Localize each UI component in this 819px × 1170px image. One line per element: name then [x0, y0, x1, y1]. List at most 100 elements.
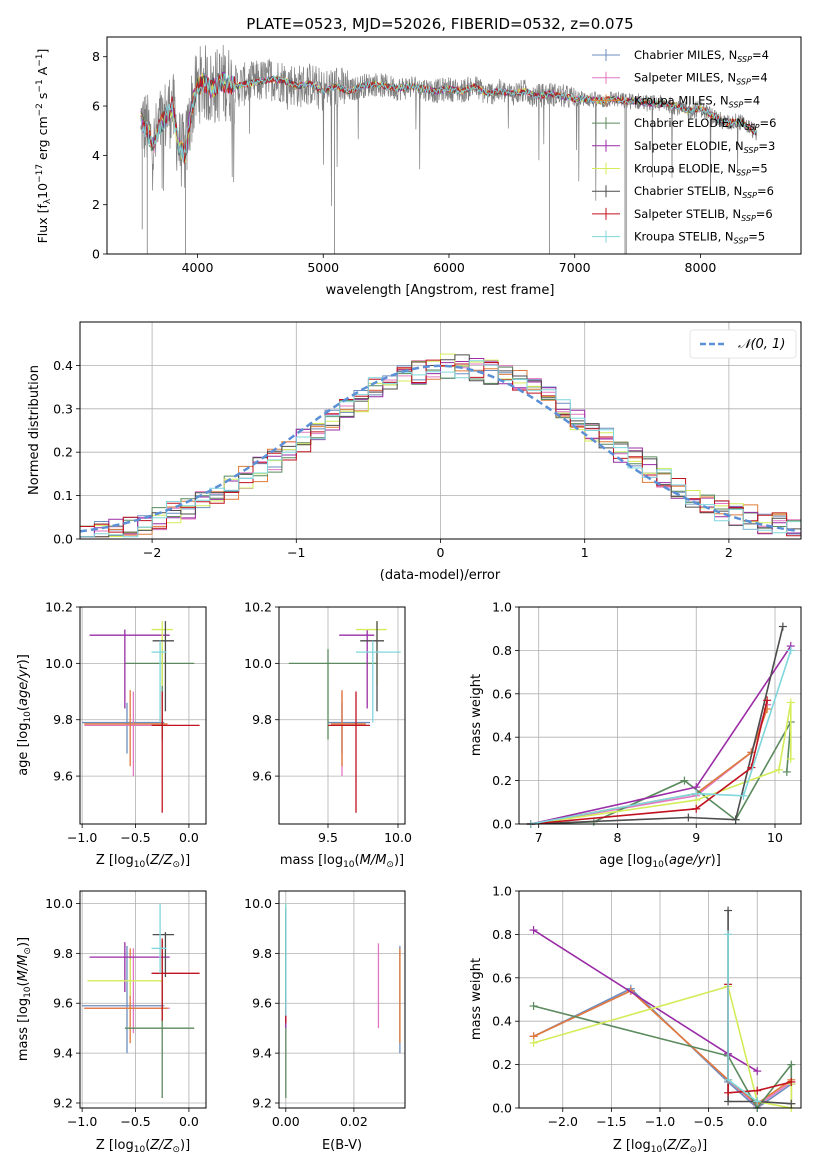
- weight-vs-age-xtick-label: 10: [767, 830, 783, 845]
- mass-vs-extinction-frame: [278, 890, 406, 1109]
- spectrum-xlabel: wavelength [Angstrom, rest frame]: [326, 283, 555, 298]
- age-vs-mass-panel: 9.5 10.0 9.6 9.8 10.0 10.2 mass [log10(M/M⊙)]: [244, 600, 412, 871]
- spectrum-xtick-label: 7000: [559, 260, 591, 275]
- age-vs-mass-xtick-label: 10.0: [384, 830, 412, 845]
- age-vs-mass-ytick-label: 10.0: [244, 656, 272, 671]
- age-vs-metallicity-ylabel: age [log10(age/yr)]: [16, 654, 33, 776]
- mass-vs-metallicity-xlabel: Z [log10(Z/Z⊙)]: [96, 1138, 190, 1155]
- weight-vs-metallicity-xtick-label: −0.5: [693, 1114, 723, 1129]
- age-vs-metallicity-ytick-label: 10.0: [45, 656, 73, 671]
- histogram-frame: [79, 321, 802, 540]
- weight-vs-age-series-line: [530, 700, 768, 825]
- histogram-ytick-label: 0.1: [53, 488, 73, 503]
- weight-vs-age-ytick-label: 0.4: [492, 730, 512, 745]
- spectrum-legend-label: Salpeter STELIB, NSSP=6: [634, 207, 773, 223]
- model-spectrum-line: [140, 73, 757, 163]
- histogram-xtick-label: −1: [287, 545, 305, 560]
- weight-vs-age-xlabel: age [log10(age/yr)]: [599, 853, 721, 870]
- weight-vs-metallicity-xtick-label: −2.0: [548, 1114, 578, 1129]
- spectrum-frame: [106, 36, 802, 255]
- age-vs-metallicity-ytick-label: 10.2: [45, 600, 73, 615]
- spectrum-legend-label: Kroupa STELIB, NSSP=5: [634, 230, 765, 246]
- spectrum-ytick-label: 6: [92, 99, 100, 114]
- mass-vs-metallicity-frame: [79, 890, 207, 1109]
- weight-vs-metallicity-xlabel: Z [log10(Z/Z⊙)]: [613, 1138, 707, 1155]
- spectrum-legend-label: Chabrier ELODIE, NSSP=6: [634, 116, 776, 132]
- age-vs-mass-xlabel: mass [log10(M/M⊙)]: [280, 853, 404, 870]
- spectrum-xtick-label: 5000: [307, 260, 339, 275]
- histogram-ytick-label: 0.2: [53, 445, 73, 460]
- weight-vs-age-xtick-label: 9: [692, 830, 700, 845]
- weight-vs-metallicity-ytick-label: 1.0: [492, 884, 512, 899]
- age-vs-mass-ytick-label: 9.8: [252, 712, 272, 727]
- age-vs-mass-ytick-label: 9.6: [252, 769, 272, 784]
- age-vs-mass-xtick-label: 9.5: [318, 830, 338, 845]
- mass-vs-extinction-ytick-label: 9.2: [252, 1096, 272, 1111]
- weight-vs-metallicity-ylabel: mass weight: [469, 958, 484, 1040]
- spectrum-ylabel: Flux [fλ10−17 erg cm−2 s−1 A−1]: [35, 49, 53, 244]
- mass-vs-extinction-xtick-label: 0.00: [272, 1114, 300, 1129]
- mass-vs-extinction-ytick-label: 9.6: [252, 996, 272, 1011]
- weight-vs-age-ytick-label: 0.2: [492, 773, 512, 788]
- age-vs-metallicity-ytick-label: 9.6: [53, 769, 73, 784]
- residual-histogram-panel: −2 −1 0 1 2 0.0 0.1 0.2 0.3 0.4 (data-model)/erro…: [27, 321, 802, 583]
- histogram-xtick-label: 0: [437, 545, 445, 560]
- spectrum-legend-label: Kroupa ELODIE, NSSP=5: [634, 162, 768, 178]
- spectrum-legend: Chabrier MILES, NSSP=4 Salpeter MILES, NS…: [592, 48, 776, 246]
- weight-vs-age-ytick-label: 0.6: [492, 686, 512, 701]
- weight-vs-age-xtick-label: 8: [613, 830, 621, 845]
- spectrum-panel: PLATE=0523, MJD=52026, FIBERID=0532, z=0…: [35, 15, 802, 298]
- spectrum-xtick-label: 8000: [685, 260, 717, 275]
- histogram-xtick-label: −2: [143, 545, 161, 560]
- spectrum-legend-label: Salpeter ELODIE, NSSP=3: [634, 139, 775, 155]
- spectrum-legend-label: Chabrier STELIB, NSSP=6: [634, 184, 774, 200]
- spectrum-ytick-label: 0: [92, 247, 100, 262]
- mass-vs-metallicity-ytick-label: 10.0: [45, 896, 73, 911]
- weight-vs-metallicity-ytick-label: 0.2: [492, 1057, 512, 1072]
- mass-vs-metallicity-ytick-label: 9.4: [53, 1046, 73, 1061]
- mass-vs-metallicity-ytick-label: 9.8: [53, 946, 73, 961]
- weight-vs-metallicity-ytick-label: 0.4: [492, 1014, 512, 1029]
- spectrum-xtick-label: 6000: [433, 260, 465, 275]
- mass-vs-metallicity-xtick-label: −1.0: [67, 1114, 97, 1129]
- spectrum-ytick-label: 8: [92, 49, 100, 64]
- age-vs-mass-frame: [278, 606, 406, 825]
- spectrum-legend-label: Salpeter MILES, NSSP=4: [634, 71, 768, 87]
- weight-vs-age-ylabel: mass weight: [469, 674, 484, 756]
- spectrum-legend-label: Kroupa MILES, NSSP=4: [634, 93, 760, 109]
- mass-vs-metallicity-ylabel: mass [log10(M/M⊙)]: [16, 937, 33, 1061]
- weight-vs-age-series-line: [530, 650, 792, 825]
- histogram-xlabel: (data-model)/error: [380, 568, 501, 583]
- weight-vs-metallicity-xtick-label: −1.5: [596, 1114, 626, 1129]
- residual-histogram-step: [80, 360, 801, 538]
- age-vs-metallicity-frame: [79, 606, 207, 825]
- weight-vs-age-series-line: [530, 626, 784, 825]
- histogram-ytick-label: 0.4: [53, 358, 73, 373]
- weight-vs-age-xtick-label: 7: [535, 830, 543, 845]
- age-vs-metallicity-xtick-label: 0.0: [179, 830, 199, 845]
- weight-vs-metallicity-ytick-label: 0.6: [492, 970, 512, 985]
- mass-vs-metallicity-panel: −1.0 −0.5 0.0 9.2 9.4 9.6 9.8 10.0 mass [log10(…: [16, 890, 207, 1155]
- weight-vs-age-frame: [518, 606, 802, 825]
- mass-vs-extinction-panel: 0.00 0.02 9.2 9.4 9.6 9.8 10.0 E(B-V): [244, 890, 406, 1153]
- age-vs-mass-ytick-label: 10.2: [244, 600, 272, 615]
- weight-vs-metallicity-xtick-label: 0.0: [747, 1114, 767, 1129]
- histogram-legend: 𝒩(0, 1): [689, 329, 797, 359]
- spectrum-ytick-label: 2: [92, 197, 100, 212]
- age-vs-metallicity-ytick-label: 9.8: [53, 712, 73, 727]
- histogram-ytick-label: 0.0: [53, 532, 73, 547]
- age-vs-metallicity-panel: −1.0 −0.5 0.0 9.6 9.8 10.0 10.2 age [log10(age…: [16, 600, 207, 870]
- weight-vs-age-ytick-label: 0.0: [492, 817, 512, 832]
- mass-vs-extinction-xlabel: E(B-V): [322, 1138, 362, 1153]
- histogram-ytick-label: 0.3: [53, 401, 73, 416]
- weight-vs-metallicity-ytick-label: 0.0: [492, 1101, 512, 1116]
- weight-vs-age-ytick-label: 0.8: [492, 643, 512, 658]
- age-vs-metallicity-xtick-label: −1.0: [67, 830, 97, 845]
- mass-vs-extinction-xtick-label: 0.02: [340, 1114, 368, 1129]
- gaussian-curve: [80, 364, 799, 533]
- mass-vs-metallicity-xtick-label: 0.0: [179, 1114, 199, 1129]
- histogram-xtick-label: 2: [725, 545, 733, 560]
- weight-vs-age-ytick-label: 1.0: [492, 600, 512, 615]
- mass-vs-metallicity-ytick-label: 9.2: [53, 1096, 73, 1111]
